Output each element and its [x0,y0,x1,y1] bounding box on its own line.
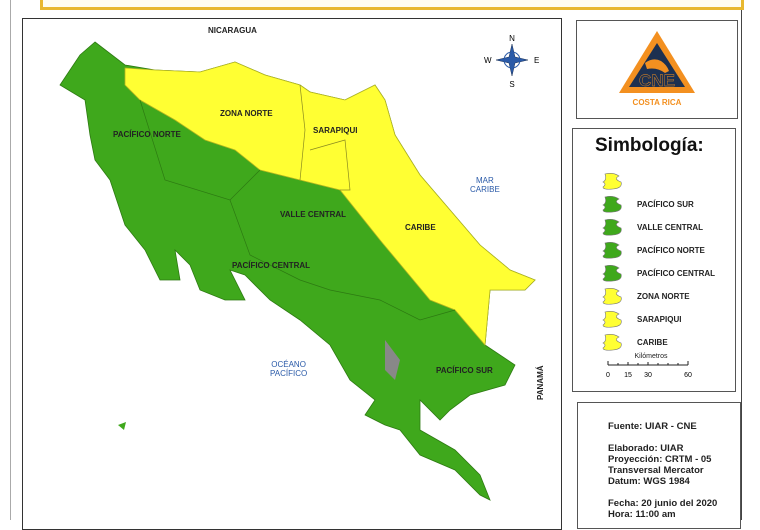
info-fuente: Fuente: UIAR - CNE [608,421,697,432]
compass-n: N [509,34,515,43]
compass-s: S [509,80,514,89]
compass-e: E [534,56,539,65]
label-zona-norte: ZONA NORTE [220,109,273,118]
region-swatch-icon [602,288,622,305]
legend-item: PACÍFICO SUR [601,194,694,214]
label-sarapiqui: SARAPIQUI [313,126,358,135]
region-swatch-icon [602,265,622,282]
legend-label: PACÍFICO NORTE [637,245,705,255]
label-pacifico-norte: PACÍFICO NORTE [113,130,181,139]
legend-label: PACÍFICO CENTRAL [637,268,716,278]
region-swatch-icon [602,219,622,236]
label-caribe: CARIBE [405,223,436,232]
page-border-left [10,0,11,520]
legend-label: ZONA NORTE [637,291,690,301]
scale-bar: Kilómetros 0 15 30 60 [606,353,692,379]
region-swatch-icon [602,334,622,351]
cne-logo-box: CNE COSTA RICA [576,20,738,119]
label-mar-caribe: MAR CARIBE [470,176,500,194]
legend-item [601,171,637,191]
legend-item: PACÍFICO NORTE [601,240,705,260]
label-oceano-pacifico: OCÉANO PACÍFICO [270,360,308,378]
legend-item: VALLE CENTRAL [601,217,703,237]
legend-item: CARIBE [601,332,668,352]
label-panama: PANAMÁ [536,365,545,400]
info-proyeccion: Proyección: CRTM - 05 [608,454,712,465]
region-swatch-icon [602,242,622,259]
info-datum: Datum: WGS 1984 [608,476,690,487]
region-swatch-icon [602,196,622,213]
label-pacifico-sur: PACÍFICO SUR [436,366,493,375]
label-nicaragua: NICARAGUA [208,26,257,35]
scale-tick: 60 [684,372,692,379]
yellow-alert-region [124,61,536,346]
legend-label: VALLE CENTRAL [637,222,704,232]
legend-item: PACÍFICO CENTRAL [601,263,715,283]
logo-costa-rica-text: COSTA RICA [633,98,682,107]
legend-title: Simbología: [595,135,704,156]
info-hora: Hora: 11:00 am [608,509,676,520]
cne-logo: CNE COSTA RICA [619,31,695,107]
legend-item: SARAPIQUI [601,309,681,329]
legend-label: CARIBE [637,337,668,347]
info-fecha: Fecha: 20 junio del 2020 [608,498,718,509]
compass-rose-icon: N S E W [484,34,539,89]
scale-tick: 0 [606,372,610,379]
legend-label: PACÍFICO SUR [637,199,694,209]
logo-cne-text: CNE [639,71,675,90]
page-border-right [741,0,742,520]
costa-rica-map: N S E W [59,34,539,501]
region-swatch-icon [602,311,622,328]
info-transversal: Transversal Mercator [608,465,704,476]
scale-tick: 15 [624,372,632,379]
compass-w: W [484,56,492,65]
legend-label: SARAPIQUI [637,314,682,324]
title-bar [40,0,744,10]
legend: Simbología: PACÍFICO SUR VALLE CENTRAL PAC… [572,128,736,392]
legend-item: ZONA NORTE [601,286,690,306]
info-elaborado: Elaborado: UIAR [608,443,684,454]
scale-tick: 30 [644,372,652,379]
map-info: Fuente: UIAR - CNE Elaborado: UIAR Proye… [577,402,741,529]
label-valle-central: VALLE CENTRAL [280,210,347,219]
label-pacifico-central: PACÍFICO CENTRAL [232,261,311,270]
scale-unit: Kilómetros [634,353,668,360]
region-swatch-icon [602,173,622,190]
